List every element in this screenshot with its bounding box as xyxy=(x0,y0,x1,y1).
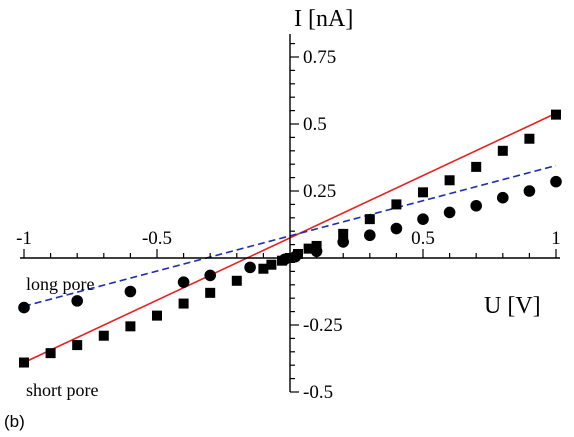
marker-short-pore xyxy=(19,357,29,368)
marker-short-pore xyxy=(125,321,136,332)
marker-long-pore xyxy=(244,261,256,274)
marker-long-pore xyxy=(443,206,456,219)
marker-short-pore xyxy=(471,161,482,172)
marker-long-pore xyxy=(550,175,562,188)
x-axis-title: U [V] xyxy=(484,293,541,319)
axes xyxy=(20,34,560,392)
marker-long-pore xyxy=(71,295,83,307)
marker-long-pore xyxy=(289,250,302,263)
x-tick-label: 1 xyxy=(551,228,561,249)
y-tick-label: 0.5 xyxy=(303,114,327,135)
marker-short-pore xyxy=(524,133,535,144)
marker-short-pore xyxy=(418,187,428,198)
panel-label: (b) xyxy=(4,412,25,431)
marker-long-pore xyxy=(278,253,291,266)
marker-long-pore xyxy=(470,199,483,212)
marker-short-pore xyxy=(364,214,375,225)
axis-ticks: -1 -0.5 0.5 1 0.75 0.5 0.25 -0.25 -0.5 xyxy=(16,42,561,403)
marker-short-pore xyxy=(231,275,242,286)
marker-short-pore xyxy=(45,348,56,359)
marker-short-pore xyxy=(551,109,561,120)
marker-short-pore xyxy=(303,243,314,254)
data-markers xyxy=(18,109,562,368)
marker-short-pore xyxy=(178,298,189,309)
marker-short-pore xyxy=(152,310,162,321)
marker-long-pore xyxy=(523,185,536,197)
marker-long-pore xyxy=(18,301,30,314)
marker-long-pore xyxy=(417,213,429,225)
series-label-short-pore: short pore xyxy=(26,380,98,400)
y-tick-label: 0.25 xyxy=(303,181,336,202)
x-tick-label: -1 xyxy=(16,228,32,249)
y-tick-label: 0.75 xyxy=(303,47,336,68)
marker-long-pore xyxy=(177,276,190,288)
marker-short-pore xyxy=(444,175,455,186)
marker-long-pore xyxy=(204,269,216,282)
marker-short-pore xyxy=(205,287,216,298)
x-tick-label: 0.5 xyxy=(411,228,435,249)
marker-long-pore xyxy=(390,222,403,235)
marker-short-pore xyxy=(266,259,277,270)
marker-short-pore xyxy=(391,199,402,210)
y-tick-label: -0.25 xyxy=(303,315,343,336)
series-label-long-pore: long pore xyxy=(26,274,94,294)
marker-long-pore xyxy=(337,236,350,248)
marker-long-pore xyxy=(310,245,323,258)
marker-short-pore xyxy=(338,228,349,239)
marker-short-pore xyxy=(258,263,269,274)
marker-short-pore xyxy=(497,145,508,156)
marker-short-pore xyxy=(98,330,109,341)
y-axis-title: I [nA] xyxy=(294,6,353,32)
marker-long-pore xyxy=(497,191,509,204)
y-tick-label: -0.5 xyxy=(303,382,333,403)
marker-long-pore xyxy=(364,229,376,242)
x-tick-label: -0.5 xyxy=(142,228,172,249)
marker-short-pore xyxy=(72,340,83,351)
marker-long-pore xyxy=(124,285,137,298)
